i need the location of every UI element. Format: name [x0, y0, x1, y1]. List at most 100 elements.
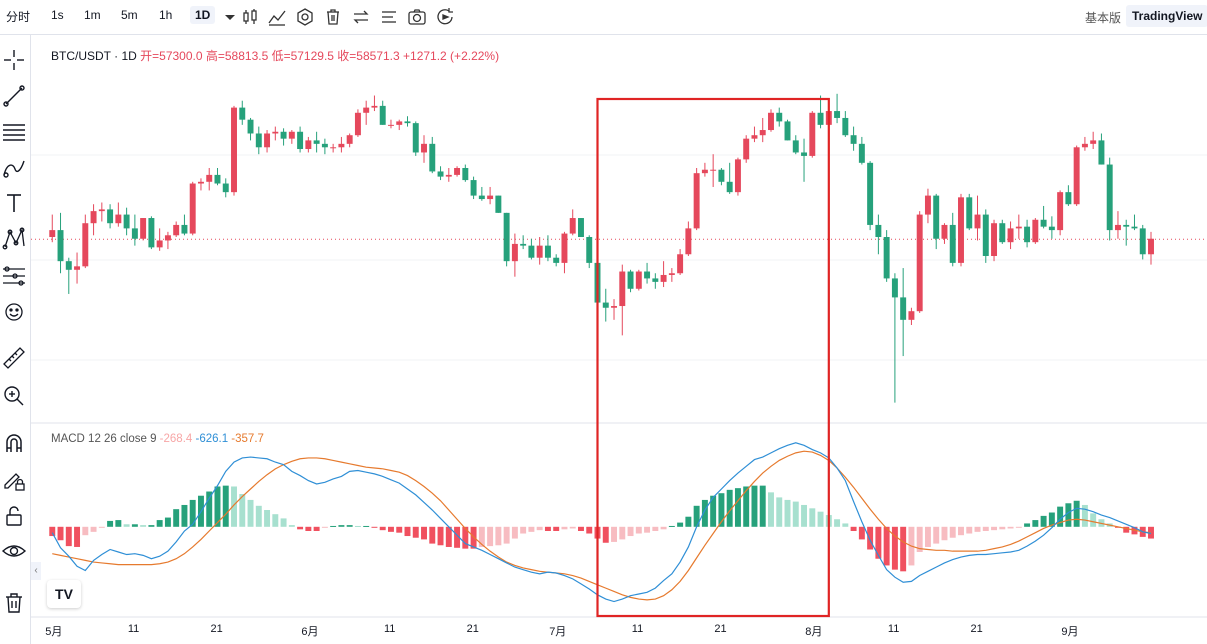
macd-histogram-bar	[718, 493, 725, 527]
macd-histogram-bar	[974, 526, 981, 532]
macd-histogram-bar	[49, 526, 56, 537]
candle-body	[685, 228, 692, 255]
ohlc-values: 开=57300.0 高=58813.5 低=57129.5 收=58571.3 …	[140, 49, 500, 63]
macd-histogram-bar	[495, 526, 502, 546]
candle-body	[668, 273, 675, 275]
macd-histogram-bar	[321, 526, 328, 528]
macd-histogram-bar	[387, 526, 394, 532]
macd-histogram-bar	[74, 526, 81, 547]
macd-histogram-bar	[181, 504, 188, 527]
macd-histogram-bar	[1090, 513, 1097, 527]
trendline-icon[interactable]	[1, 83, 27, 109]
candle-body	[1065, 192, 1072, 205]
candle-body	[206, 174, 213, 182]
indicators-icon[interactable]	[266, 6, 288, 28]
text-icon[interactable]	[1, 190, 27, 216]
trash-icon[interactable]	[322, 6, 344, 28]
timeframe-1d[interactable]: 1D	[190, 6, 216, 24]
candles-icon[interactable]	[239, 6, 261, 28]
macd-histogram-bar	[751, 485, 758, 527]
macd-histogram-bar	[726, 489, 733, 527]
symbol-legend: BTC/USDT · 1D 开=57300.0 高=58813.5 低=5712…	[51, 47, 499, 64]
candle-body	[544, 245, 551, 258]
drawing-toolbar	[0, 35, 31, 644]
candle-body	[536, 245, 543, 258]
timeframe-5m[interactable]: 5m	[121, 8, 138, 22]
price-chart[interactable]	[31, 35, 1207, 644]
timeframe-tick[interactable]: 分时	[6, 10, 31, 24]
macd-histogram-bar	[941, 526, 948, 541]
trash-icon[interactable]	[1, 590, 27, 616]
candle-body	[511, 243, 518, 262]
magnet-icon[interactable]	[1, 431, 27, 457]
candle-body	[65, 261, 72, 270]
pattern-icon[interactable]	[1, 226, 27, 252]
macd-histogram-bar	[544, 526, 551, 531]
macd-histogram-bar	[792, 501, 799, 527]
horizontal-lines-icon[interactable]	[1, 118, 27, 144]
emoji-icon[interactable]	[1, 299, 27, 325]
brush-icon[interactable]	[1, 155, 27, 181]
time-axis-label: 11	[887, 623, 900, 635]
camera-icon[interactable]	[406, 6, 428, 28]
macd-histogram-bar	[966, 526, 973, 534]
candle-body	[1032, 219, 1039, 243]
macd-histogram-bar	[297, 526, 304, 530]
candle-body	[487, 195, 494, 200]
dropdown-caret-icon[interactable]	[219, 6, 241, 28]
lock-icon[interactable]	[1, 503, 27, 529]
macd-histogram-bar	[156, 520, 163, 527]
macd-histogram-bar	[123, 524, 130, 527]
candle-body	[1098, 140, 1105, 165]
candle-body	[313, 140, 320, 144]
timeframe-1s[interactable]: 1s	[51, 8, 64, 22]
macd-histogram-bar	[958, 526, 964, 536]
candle-body	[164, 235, 171, 241]
candle-body	[478, 195, 485, 200]
candle-body	[255, 133, 262, 148]
time-axis-label: 21	[466, 623, 479, 635]
macd-histogram-bar	[784, 499, 791, 527]
replay-icon[interactable]	[434, 6, 456, 28]
macd-histogram-bar	[511, 526, 518, 539]
macd-histogram-bar	[858, 526, 865, 540]
candle-body	[288, 131, 295, 139]
symbol-label[interactable]: BTC/USDT · 1D	[51, 49, 137, 63]
macd-histogram-bar	[82, 526, 89, 536]
eye-icon[interactable]	[1, 538, 27, 564]
candle-body	[809, 112, 816, 156]
candle-body	[726, 181, 733, 193]
version-basic-button[interactable]: 基本版	[1085, 11, 1122, 25]
timeframe-1m[interactable]: 1m	[84, 8, 101, 22]
macd-histogram-bar	[949, 526, 956, 538]
settings-icon[interactable]	[294, 6, 316, 28]
macd-histogram-bar	[478, 526, 485, 547]
candle-body	[1131, 226, 1138, 229]
ruler-icon[interactable]	[1, 345, 27, 371]
timeframe-1h[interactable]: 1h	[159, 8, 173, 22]
collapse-toolbar-button[interactable]: ‹	[31, 562, 41, 580]
candle-body	[958, 197, 964, 263]
list-icon[interactable]	[378, 6, 400, 28]
candle-body	[710, 169, 717, 171]
lock-pencil-icon[interactable]	[1, 467, 27, 493]
candle-body	[660, 274, 667, 282]
zoom-in-icon[interactable]	[1, 383, 27, 409]
macd-histogram-bar	[404, 526, 411, 537]
candle-body	[354, 112, 361, 136]
candle-body	[131, 228, 138, 239]
macd-indicator-name[interactable]: MACD 12 26 close 9	[51, 433, 157, 445]
version-tradingview-button[interactable]: TradingView	[1126, 5, 1207, 27]
forecast-icon[interactable]	[1, 263, 27, 289]
candle-body	[90, 211, 97, 224]
swap-icon[interactable]	[350, 6, 372, 28]
crosshair-icon[interactable]	[1, 47, 27, 73]
candle-body	[321, 143, 328, 148]
macd-signal-value: -357.7	[231, 433, 264, 445]
candle-body	[991, 223, 998, 256]
macd-histogram-bar	[330, 525, 337, 527]
macd-histogram-bar	[437, 526, 444, 546]
macd-histogram-bar	[445, 526, 452, 547]
candle-body	[272, 131, 279, 134]
candle-body	[875, 224, 882, 238]
